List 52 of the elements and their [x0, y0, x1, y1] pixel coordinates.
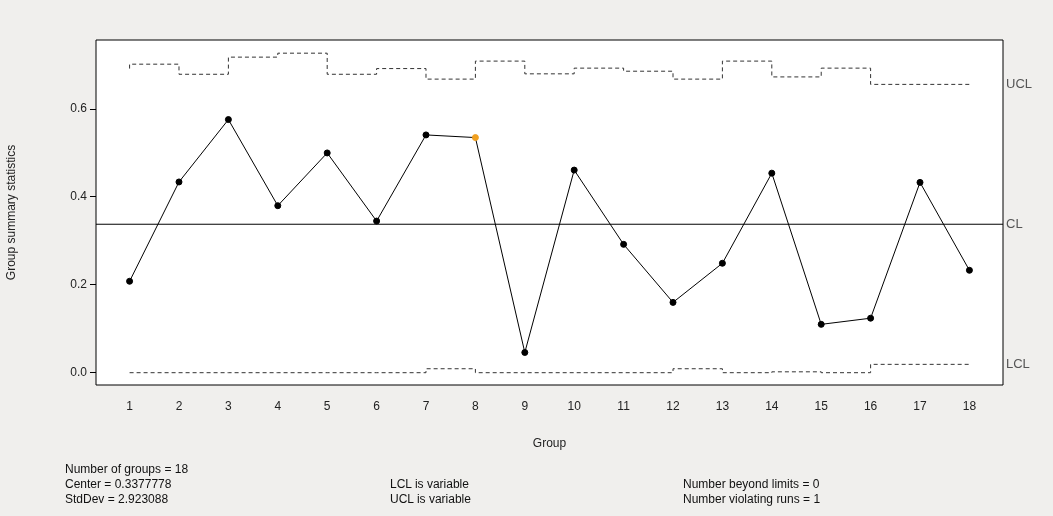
- x-tick-label: 8: [472, 398, 480, 413]
- text: Number violating runs = 1: [683, 492, 821, 506]
- point: [323, 149, 331, 157]
- point: [274, 202, 282, 210]
- x-tick-label: 11: [617, 398, 631, 413]
- text: UCL is variable: [390, 492, 471, 506]
- point: [620, 240, 628, 248]
- x-tick-label: 7: [422, 398, 430, 413]
- point: [570, 166, 578, 174]
- x-tick-label: 6: [373, 398, 381, 413]
- point: [373, 217, 381, 225]
- text: StdDev = 2.923088: [65, 492, 169, 506]
- x-tick-label: 12: [666, 398, 680, 413]
- y-tick-label: 0.0: [70, 365, 88, 380]
- point: [718, 259, 726, 267]
- x-tick-label: 2: [175, 398, 183, 413]
- point: [126, 277, 134, 285]
- x-tick-label: 4: [274, 398, 282, 413]
- x-tick-label: 18: [962, 398, 977, 413]
- x-tick-label: 17: [913, 398, 927, 413]
- point: [669, 298, 677, 306]
- text: UCL: [1006, 75, 1033, 91]
- x-tick-label: 10: [567, 398, 582, 413]
- point: [817, 320, 825, 328]
- y-tick-label: 0.6: [70, 101, 88, 116]
- x-tick-label: 5: [323, 398, 331, 413]
- y-tick-label: 0.4: [70, 189, 88, 204]
- text: Number beyond limits = 0: [683, 477, 820, 491]
- x-tick-label: 16: [863, 398, 878, 413]
- point: [175, 178, 183, 186]
- ref-line-label: CL: [1006, 215, 1023, 231]
- text: LCL is variable: [390, 477, 469, 491]
- x-tick-label: 3: [225, 398, 233, 413]
- y-tick-label: 0.2: [70, 277, 88, 292]
- point: [471, 134, 479, 142]
- x-tick-label: 15: [814, 398, 829, 413]
- point: [521, 348, 529, 356]
- point: [916, 178, 924, 186]
- text: Center = 0.3377778: [65, 477, 172, 491]
- point: [965, 266, 973, 274]
- point: [768, 169, 776, 177]
- x-tick-label: 9: [521, 398, 529, 413]
- x-tick-label: 14: [765, 398, 779, 413]
- text: LCL: [1006, 355, 1030, 371]
- point: [422, 131, 430, 139]
- point: [867, 314, 875, 322]
- text: Number of groups = 18: [65, 462, 189, 476]
- point: [224, 116, 232, 124]
- y-axis-title: Group summary statistics: [3, 144, 18, 281]
- x-tick-label: 1: [126, 398, 134, 413]
- x-tick-label: 13: [715, 398, 730, 413]
- x-axis-title: Group: [532, 436, 567, 451]
